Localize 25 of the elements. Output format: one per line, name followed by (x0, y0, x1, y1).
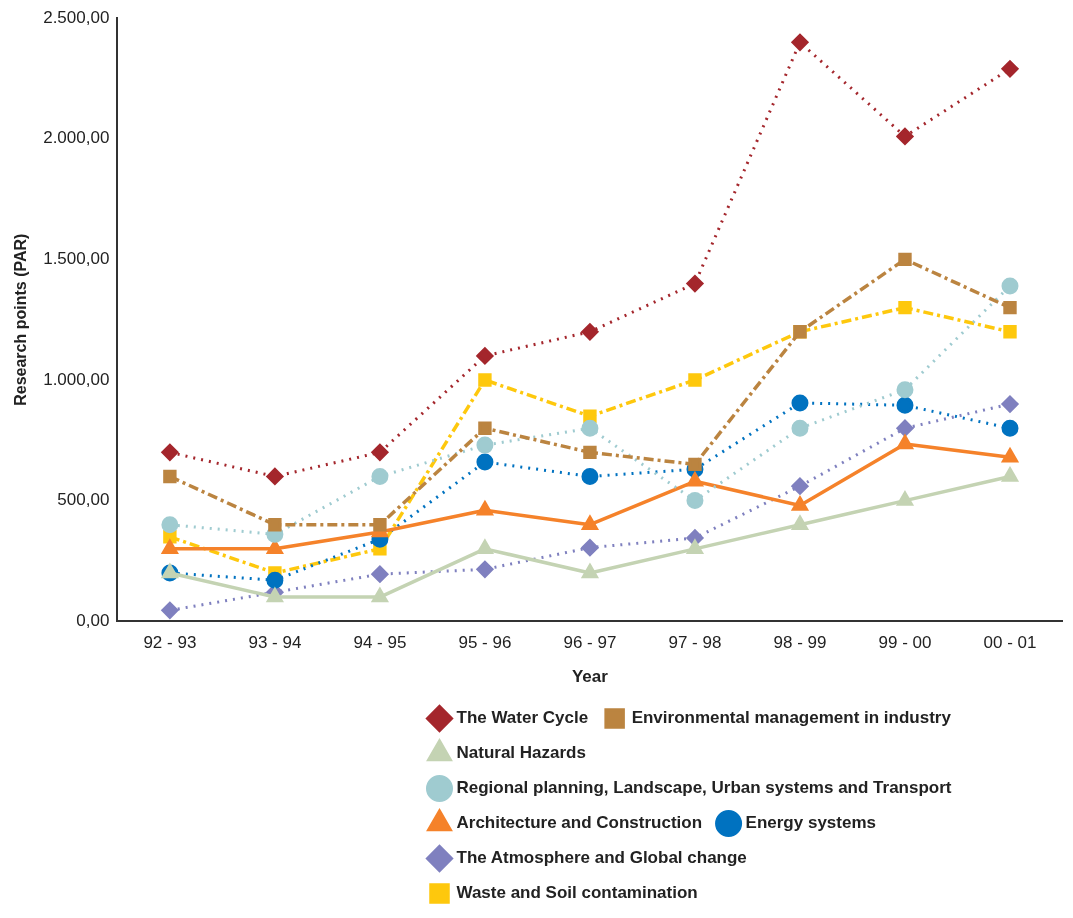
legend-label: The Atmosphere and Global change (456, 848, 747, 868)
legend-label: Energy systems (745, 813, 876, 833)
x-tick-label: 92 - 93 (143, 633, 197, 653)
x-tick-label: 95 - 96 (458, 633, 512, 653)
x-tick-label: 94 - 95 (353, 633, 407, 653)
x-tick-label: 00 - 01 (983, 633, 1037, 653)
y-tick-label: 2.000,00 (43, 128, 110, 148)
y-tick-label: 1.000,00 (43, 369, 110, 389)
x-tick-label: 93 - 94 (248, 633, 302, 653)
y-tick-label: 500,00 (57, 490, 110, 510)
y-tick-label: 2.500,00 (43, 7, 110, 27)
y-tick-label: 1.500,00 (43, 249, 110, 269)
legend-label: Regional planning, Landscape, Urban systems and Transport (456, 778, 952, 798)
y-tick-label: 0,00 (76, 610, 110, 630)
x-tick-label: 96 - 97 (563, 633, 617, 653)
x-tick-label: 97 - 98 (668, 633, 722, 653)
legend-label: The Water Cycle (456, 708, 589, 728)
x-axis-title: Year (571, 667, 609, 687)
legend-label: Environmental management in industry (631, 708, 952, 728)
y-axis-title: Research points (PAR) (12, 233, 30, 406)
legend-label: Architecture and Construction (456, 813, 703, 833)
x-tick-label: 98 - 99 (773, 633, 827, 653)
legend-label: Waste and Soil contamination (456, 883, 698, 903)
legend-label: Natural Hazards (456, 743, 586, 763)
x-tick-label: 99 - 00 (878, 633, 932, 653)
